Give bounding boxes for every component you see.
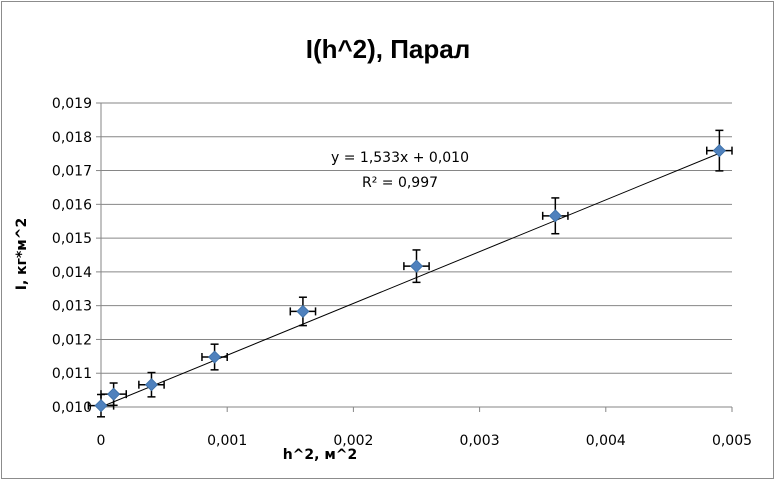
y-tick-label: 0,014 [52, 265, 92, 281]
x-tick-label: 0,003 [460, 433, 500, 449]
data-point-marker [107, 387, 121, 401]
x-tick-label: 0,001 [207, 433, 247, 449]
y-tick-label: 0,010 [52, 400, 92, 416]
trendline [100, 152, 720, 408]
data-point-marker [94, 399, 108, 413]
x-tick-label: 0,004 [586, 433, 626, 449]
x-tick-label: 0,002 [333, 433, 373, 449]
y-tick-label: 0,012 [52, 332, 92, 348]
data-point-marker [208, 350, 222, 364]
grid-layer [101, 102, 732, 374]
tick-label-layer: 0,010 0,011 0,012 0,013 0,014 0,015 0,016 0,017… [52, 96, 752, 449]
x-tick-label: 0 [97, 433, 106, 449]
y-tick-label: 0,011 [52, 366, 92, 382]
data-point-marker [409, 259, 424, 273]
x-tick-label: 0,005 [712, 433, 752, 449]
x-axis-title: h^2, м^2 [283, 447, 358, 463]
trendline-layer [100, 152, 720, 408]
marker-layer [94, 144, 726, 413]
y-tick-label: 0,018 [52, 130, 92, 146]
y-tick-label: 0,016 [52, 197, 92, 213]
data-point-marker [548, 209, 562, 223]
error-bar-layer [87, 129, 733, 418]
y-tick-label: 0,019 [52, 96, 92, 112]
trendline-equation: y = 1,533x + 0,010 [331, 150, 469, 166]
data-point-marker [296, 304, 310, 318]
chart-title: I(h^2), Парал [306, 34, 471, 64]
y-axis-title: I, кг*м^2 [14, 218, 30, 290]
y-tick-label: 0,013 [52, 299, 92, 315]
data-point-marker [712, 144, 726, 158]
y-tick-label: 0,017 [52, 164, 92, 180]
trendline-r-squared: R² = 0,997 [362, 175, 438, 191]
data-point-marker [144, 378, 159, 392]
y-tick-label: 0,015 [52, 231, 92, 247]
